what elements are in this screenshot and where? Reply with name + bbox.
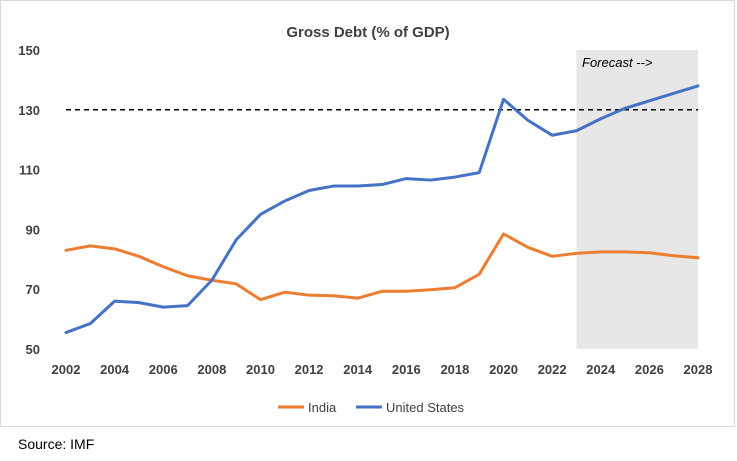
legend-us-label: United States [386, 400, 465, 415]
x-tick-label: 2028 [684, 362, 713, 377]
source-note: Source: IMF [18, 436, 95, 452]
x-tick-label: 2018 [440, 362, 469, 377]
x-tick-label: 2010 [246, 362, 275, 377]
x-tick-label: 2020 [489, 362, 518, 377]
x-tick-label: 2024 [586, 362, 616, 377]
x-tick-label: 2012 [295, 362, 324, 377]
y-tick-label: 130 [18, 103, 40, 118]
chart-title: Gross Debt (% of GDP) [286, 24, 449, 41]
chart-area: 50 70 90 110 130 150 2002 2004 2006 2008 2010 2012… [0, 0, 735, 427]
y-tick-label: 50 [26, 342, 40, 357]
x-tick-label: 2016 [392, 362, 421, 377]
y-tick-label: 70 [26, 282, 40, 297]
y-tick-label: 110 [19, 163, 40, 178]
y-tick-label: 150 [18, 43, 40, 58]
x-tick-label: 2004 [100, 362, 130, 377]
x-tick-label: 2006 [149, 362, 178, 377]
x-tick-label: 2008 [197, 362, 226, 377]
x-tick-label: 2002 [52, 362, 81, 377]
line-chart: 50 70 90 110 130 150 2002 2004 2006 2008 2010 2012… [0, 0, 735, 427]
y-tick-label: 90 [26, 222, 40, 237]
legend: India United States [278, 400, 465, 415]
x-tick-label: 2014 [343, 362, 373, 377]
x-tick-label: 2022 [538, 362, 567, 377]
forecast-annotation: Forecast --> [582, 55, 653, 70]
forecast-region [576, 50, 698, 349]
legend-india-label: India [308, 400, 337, 415]
x-tick-label: 2026 [635, 362, 664, 377]
